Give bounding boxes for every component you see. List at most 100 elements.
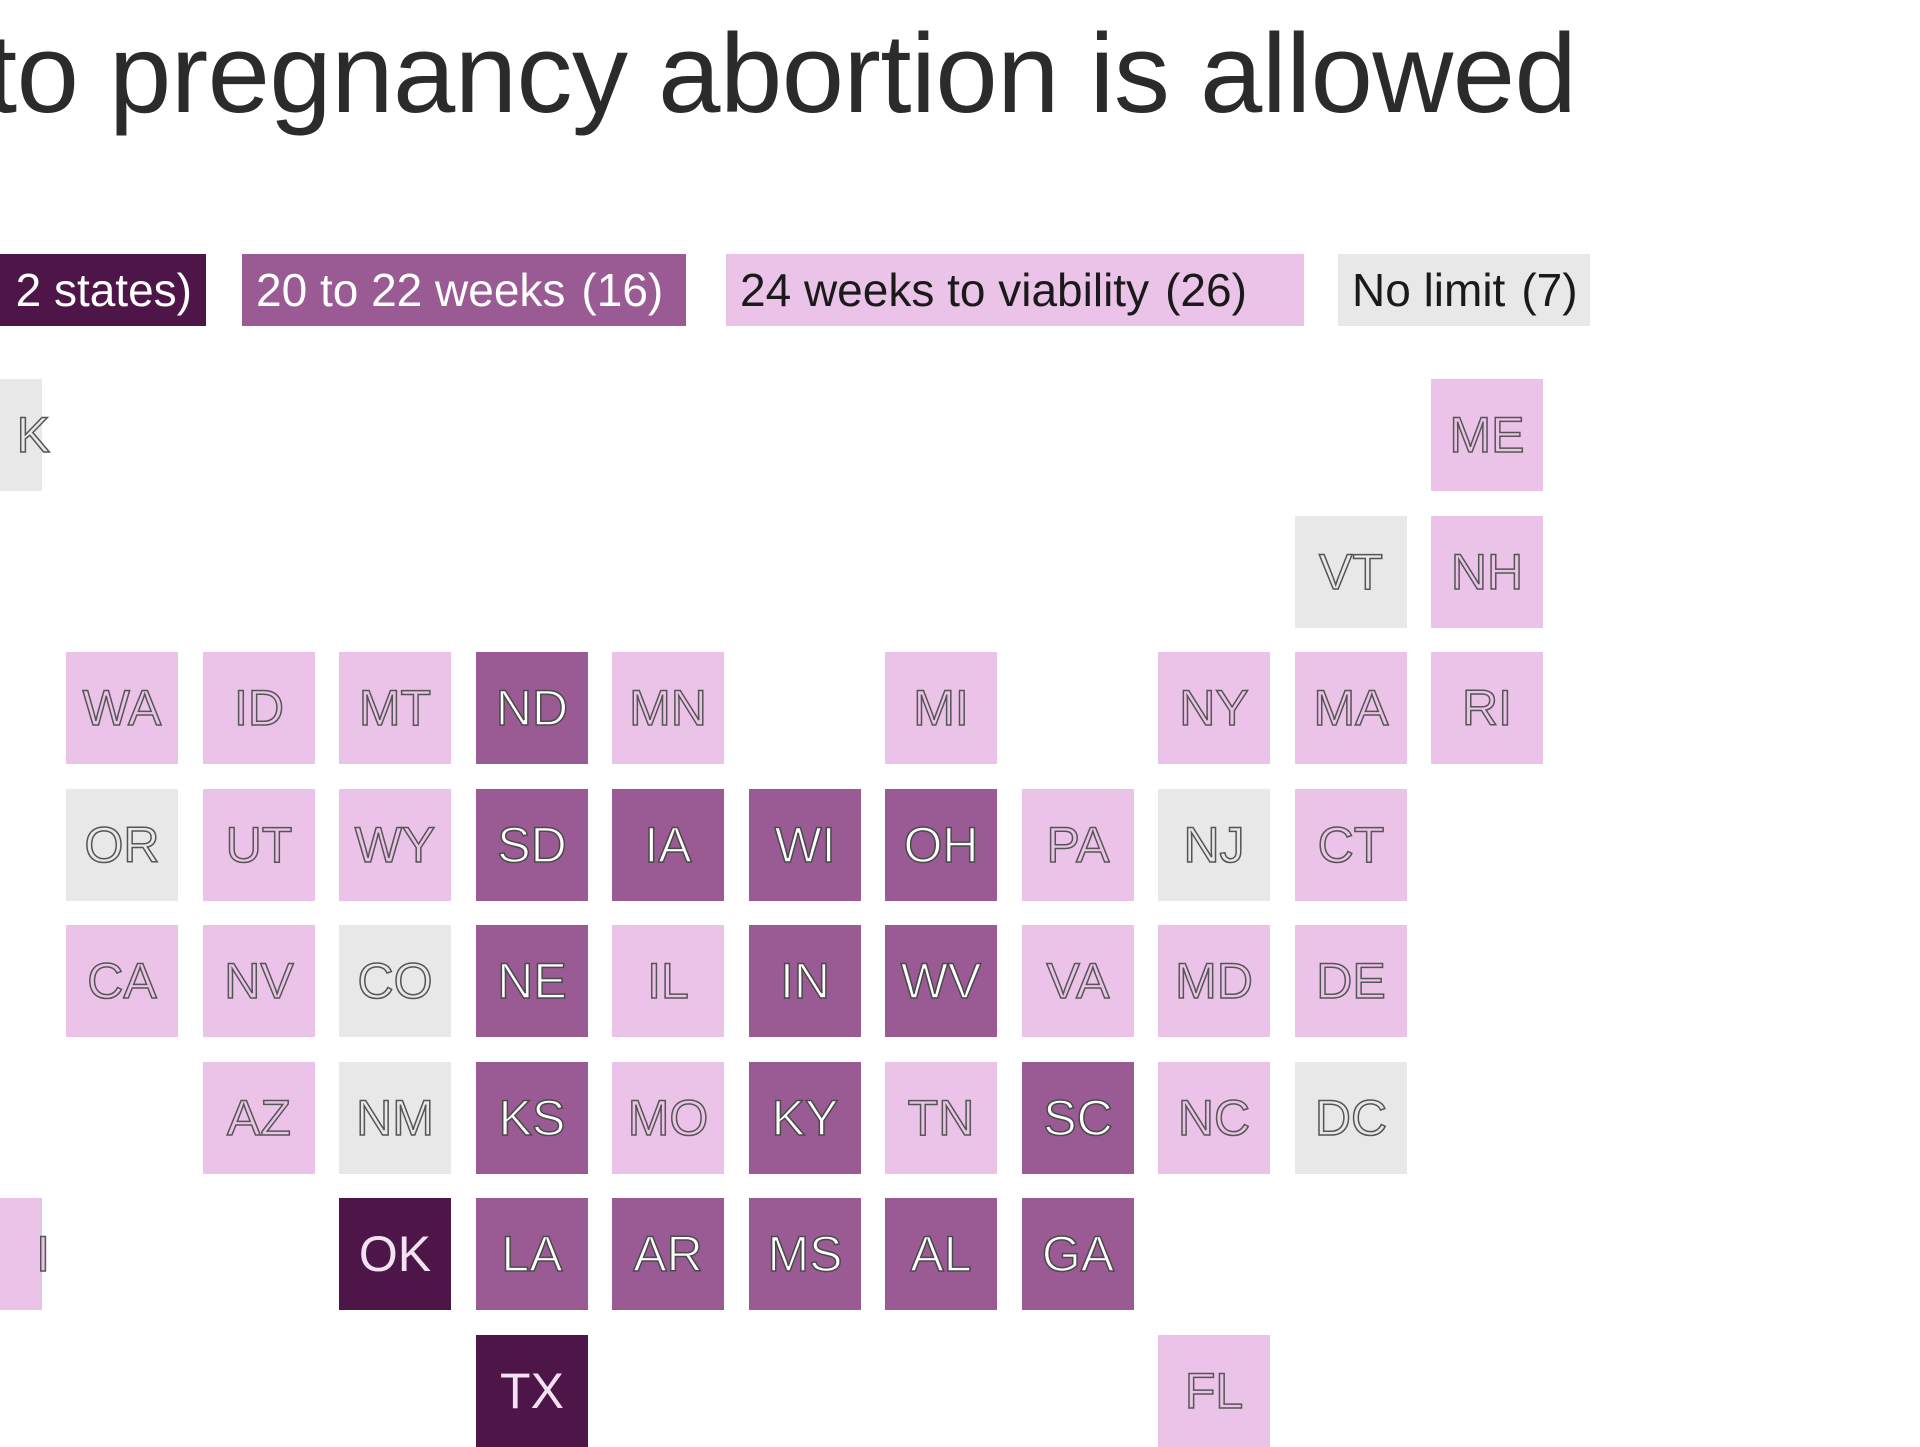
legend-count: (7) <box>1521 264 1578 316</box>
state-label: NM <box>355 1089 434 1147</box>
state-label: NV <box>224 952 295 1010</box>
state-tile-pa: PA <box>1022 789 1134 901</box>
state-tile-ca: CA <box>66 925 178 1037</box>
state-label: MO <box>627 1089 709 1147</box>
state-tile-md: MD <box>1158 925 1270 1037</box>
state-label: TX <box>500 1363 564 1419</box>
legend-label: No limit <box>1352 264 1506 316</box>
legend-item: 20 to 22 weeks (16) <box>242 254 686 326</box>
state-tile-ia: IA <box>612 789 724 901</box>
state-label: NH <box>1450 543 1524 601</box>
state-tile-nh: NH <box>1431 516 1543 628</box>
state-tile-il: IL <box>612 925 724 1037</box>
state-label: UT <box>225 816 293 874</box>
state-label: WA <box>82 679 162 737</box>
state-tile-in: IN <box>749 925 861 1037</box>
state-tile-i: I <box>0 1198 51 1310</box>
state-tile-nv: NV <box>203 925 315 1037</box>
state-label: MI <box>912 679 969 737</box>
legend-item: 2 states) <box>0 254 206 326</box>
state-tile-sc: SC <box>1022 1062 1134 1174</box>
state-tile-dc: DC <box>1295 1062 1407 1174</box>
state-label: ID <box>233 679 285 737</box>
state-label: MT <box>358 679 432 737</box>
state-tile-co: CO <box>339 925 451 1037</box>
state-tile-k: K <box>0 379 51 491</box>
legend-item: No limit (7) <box>1338 254 1590 326</box>
state-label: PA <box>1046 816 1111 874</box>
state-tile-wv: WV <box>885 925 997 1037</box>
state-label: NY <box>1179 679 1250 737</box>
state-tile-ma: MA <box>1295 652 1407 764</box>
state-tile-ky: KY <box>749 1062 861 1174</box>
state-label: WV <box>900 952 982 1010</box>
state-tile-wy: WY <box>339 789 451 901</box>
state-label: KS <box>498 1089 566 1147</box>
legend-label: 2 states) <box>15 264 192 316</box>
state-label: CT <box>1317 816 1385 874</box>
state-label: RI <box>1461 679 1513 737</box>
state-tile-tn: TN <box>885 1062 997 1174</box>
state-label: DE <box>1316 952 1387 1010</box>
state-label: CO <box>357 952 434 1010</box>
legend-label: 20 to 22 weeks <box>256 264 566 316</box>
state-label: AR <box>633 1225 704 1283</box>
state-label: AZ <box>226 1089 291 1147</box>
state-tile-ms: MS <box>749 1198 861 1310</box>
state-tile-la: LA <box>476 1198 588 1310</box>
state-tile-mi: MI <box>885 652 997 764</box>
state-tile-nm: NM <box>339 1062 451 1174</box>
state-tile-tx: TX <box>476 1335 588 1447</box>
state-label: OH <box>903 816 980 874</box>
chart-title: to pregnancy abortion is allowed <box>0 11 1577 136</box>
state-tile-az: AZ <box>203 1062 315 1174</box>
state-tile-sd: SD <box>476 789 588 901</box>
state-label: KY <box>771 1089 839 1147</box>
state-label: NE <box>497 952 568 1010</box>
state-label: K <box>16 406 51 464</box>
state-label: NJ <box>1183 816 1246 874</box>
state-label: TN <box>907 1089 975 1147</box>
state-tile-or: OR <box>66 789 178 901</box>
state-tile-vt: VT <box>1295 516 1407 628</box>
state-tile-va: VA <box>1022 925 1134 1037</box>
state-tile-mn: MN <box>612 652 724 764</box>
state-label: MA <box>1313 679 1390 737</box>
state-label: LA <box>501 1225 564 1283</box>
state-label: I <box>35 1225 50 1283</box>
state-tile-me: ME <box>1431 379 1543 491</box>
state-label: SD <box>497 816 568 874</box>
state-tile-fl: FL <box>1158 1335 1270 1447</box>
state-label: OR <box>84 816 161 874</box>
state-label: GA <box>1041 1225 1115 1283</box>
state-tile-ne: NE <box>476 925 588 1037</box>
state-tile-ga: GA <box>1022 1198 1134 1310</box>
state-label: IL <box>646 952 689 1010</box>
legend-count: (26) <box>1165 264 1247 316</box>
state-label: ME <box>1449 406 1526 464</box>
state-label: IN <box>779 952 831 1010</box>
state-label: OK <box>358 1226 432 1282</box>
state-label: SC <box>1043 1089 1114 1147</box>
state-label: IA <box>644 816 693 874</box>
legend-label: 24 weeks to viability <box>740 264 1150 316</box>
state-label: MN <box>628 679 707 737</box>
state-tile-nd: ND <box>476 652 588 764</box>
state-tile-nc: NC <box>1158 1062 1270 1174</box>
state-tile-de: DE <box>1295 925 1407 1037</box>
state-tile-nj: NJ <box>1158 789 1270 901</box>
state-label: MS <box>767 1225 844 1283</box>
state-label: WY <box>354 816 436 874</box>
state-tile-wi: WI <box>749 789 861 901</box>
state-tile-wa: WA <box>66 652 178 764</box>
state-tile-ut: UT <box>203 789 315 901</box>
state-label: AL <box>910 1225 973 1283</box>
state-label: VT <box>1318 543 1383 601</box>
state-tile-oh: OH <box>885 789 997 901</box>
state-label: MD <box>1174 952 1253 1010</box>
state-tile-id: ID <box>203 652 315 764</box>
state-label: NC <box>1177 1089 1251 1147</box>
state-tile-ok: OK <box>339 1198 451 1310</box>
state-tile-ct: CT <box>1295 789 1407 901</box>
state-label: WI <box>774 816 837 874</box>
